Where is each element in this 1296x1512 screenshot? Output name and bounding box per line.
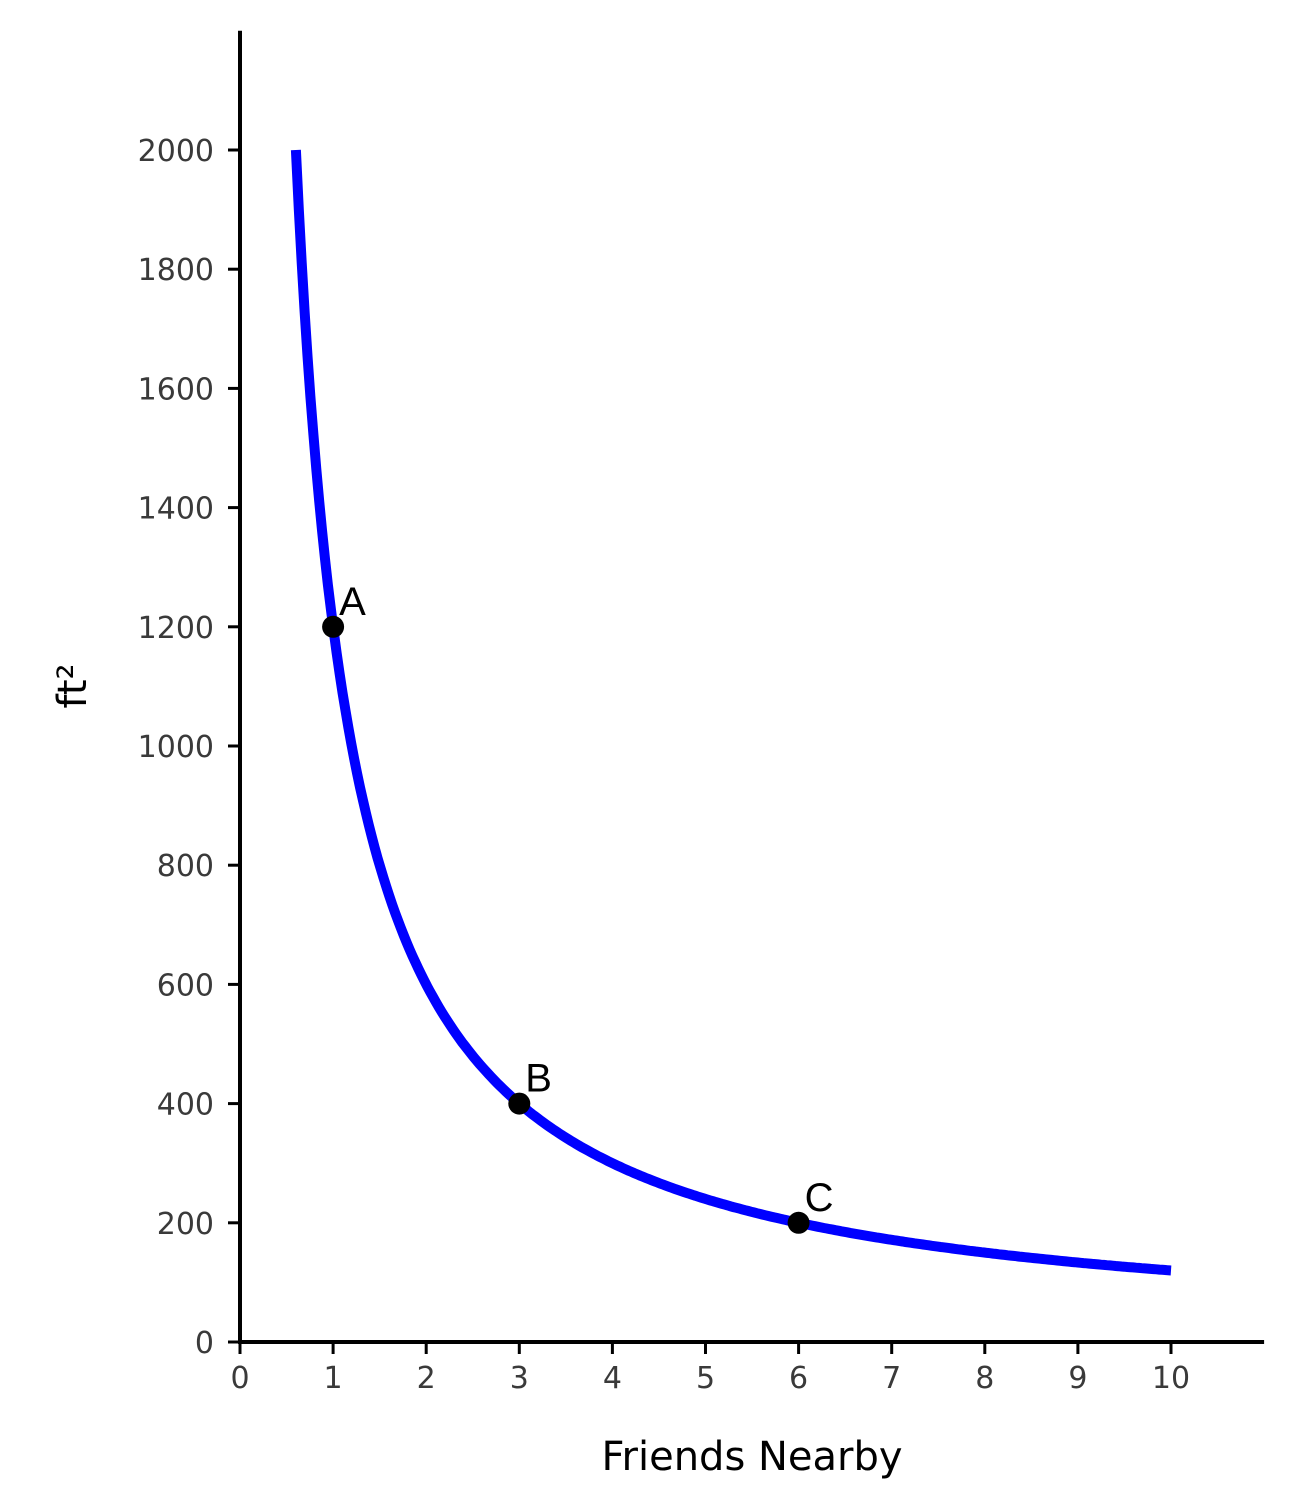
y-tick-label: 400 — [157, 1088, 214, 1123]
y-tick-label: 800 — [157, 849, 214, 884]
curve-line — [290, 149, 1172, 1276]
x-tick-label: 3 — [510, 1361, 529, 1396]
point-C — [787, 1211, 810, 1234]
y-tick-label: 0 — [195, 1326, 214, 1361]
x-tick-label: 0 — [230, 1361, 249, 1396]
y-axis-label: ft² — [50, 663, 96, 708]
x-tick-label: 2 — [417, 1361, 436, 1396]
x-tick-label: 6 — [789, 1361, 808, 1396]
y-tick-label: 600 — [157, 968, 214, 1003]
y-tick-label: 200 — [157, 1207, 214, 1242]
y-tick-label: 1400 — [138, 492, 214, 527]
x-tick-label: 5 — [696, 1361, 715, 1396]
y-tick-label: 1800 — [138, 253, 214, 288]
x-tick-label: 8 — [975, 1361, 994, 1396]
point-label-A: A — [339, 580, 366, 624]
point-B — [508, 1092, 531, 1115]
y-tick-label: 1600 — [138, 372, 214, 407]
x-tick-label: 10 — [1152, 1361, 1190, 1396]
point-label-C: C — [805, 1176, 834, 1220]
x-axis-label: Friends Nearby — [601, 1434, 902, 1480]
point-A — [322, 615, 345, 638]
x-tick-label: 9 — [1068, 1361, 1087, 1396]
x-tick-label: 4 — [603, 1361, 622, 1396]
y-tick-label: 1200 — [138, 611, 214, 646]
x-tick-label: 7 — [882, 1361, 901, 1396]
y-tick-label: 2000 — [138, 134, 214, 169]
point-label-B: B — [525, 1057, 552, 1101]
y-tick-label: 1000 — [138, 730, 214, 765]
x-tick-label: 1 — [324, 1361, 343, 1396]
